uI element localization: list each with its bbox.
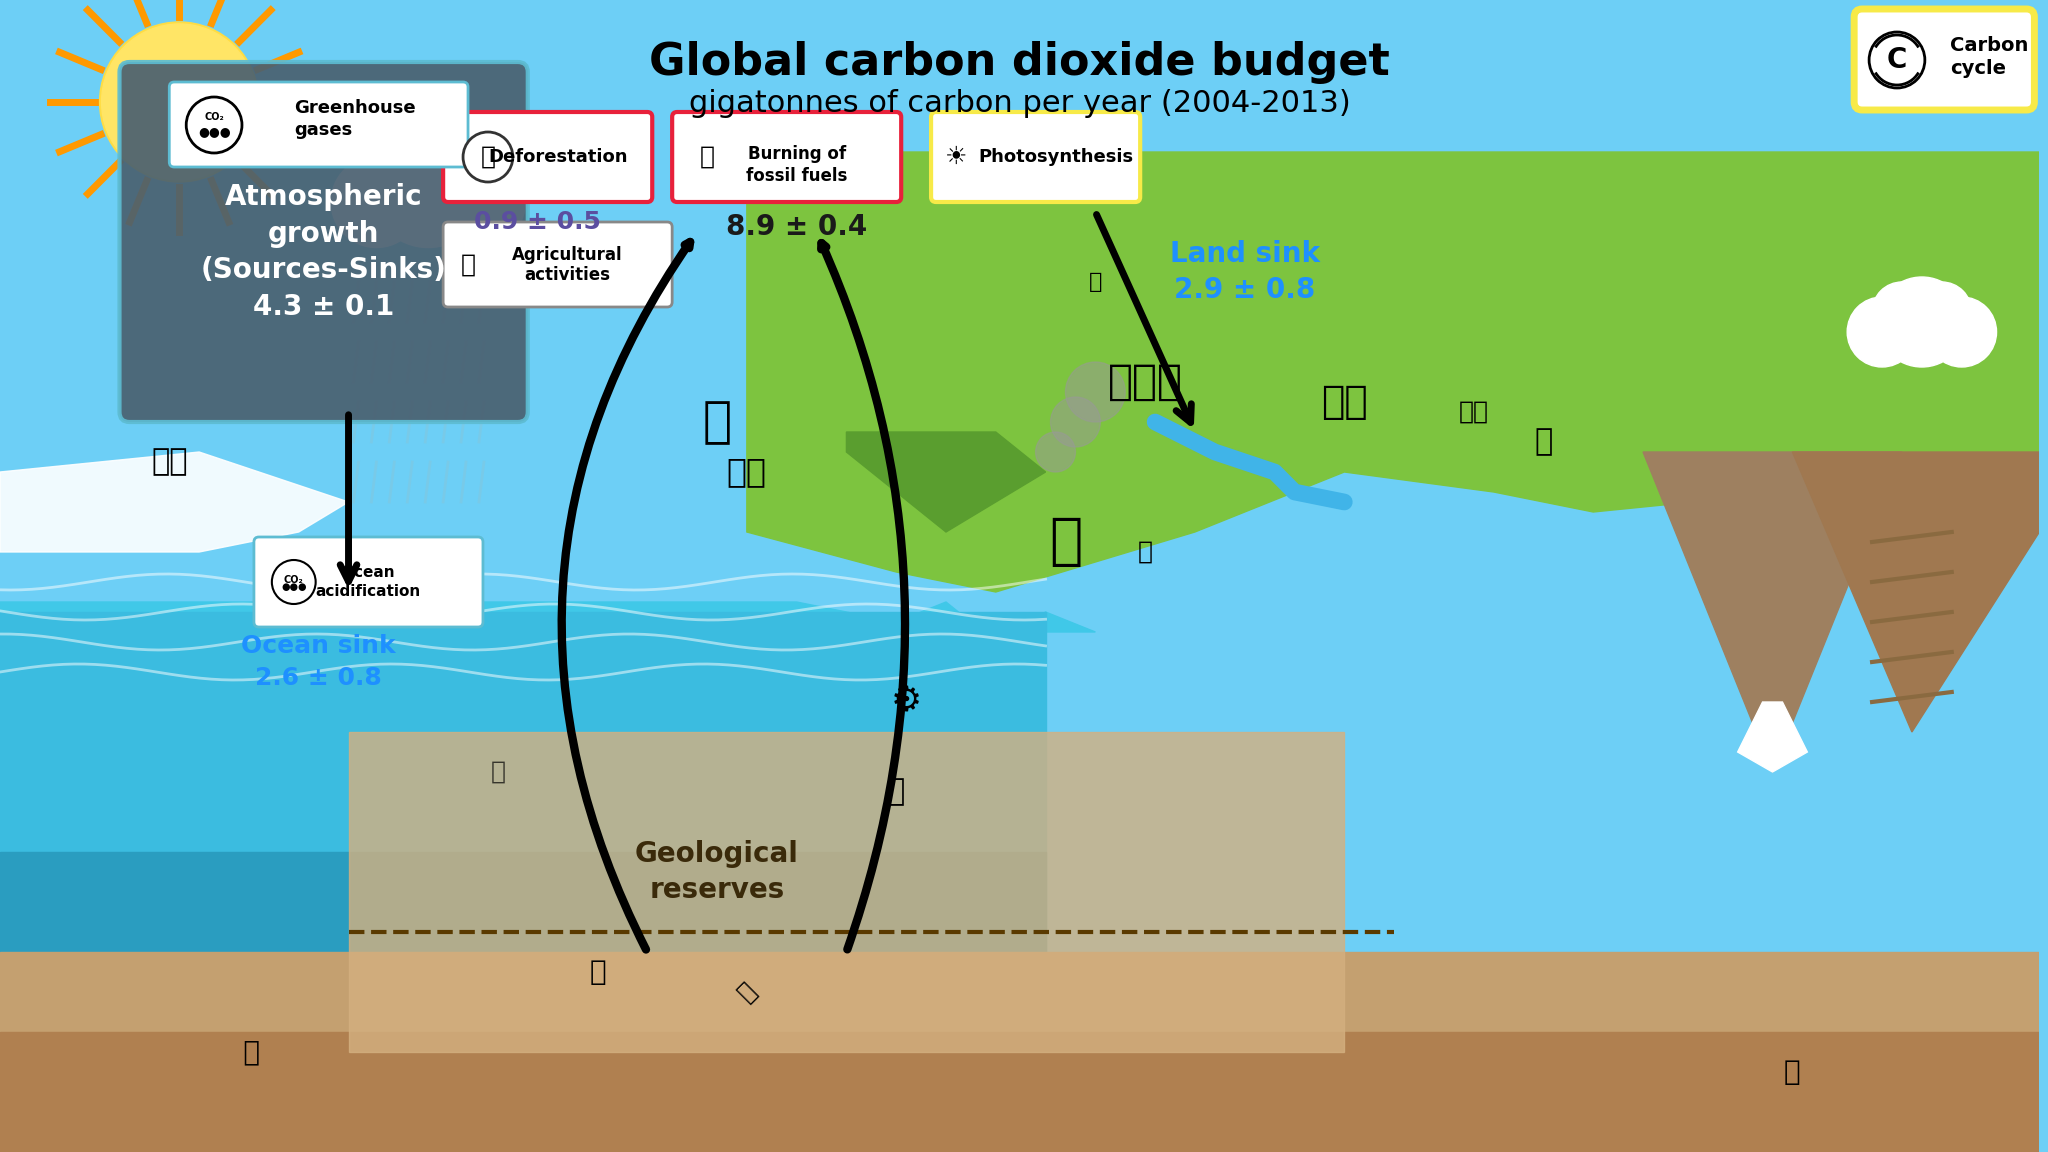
FancyBboxPatch shape — [170, 82, 469, 167]
Text: 🌳🌳: 🌳🌳 — [1321, 382, 1368, 420]
FancyBboxPatch shape — [442, 222, 672, 306]
Circle shape — [1913, 282, 1972, 342]
Text: 💨: 💨 — [240, 1038, 258, 1066]
Polygon shape — [1737, 702, 1806, 772]
Text: 🐟: 🐟 — [489, 760, 506, 785]
Circle shape — [371, 130, 487, 248]
Text: Global carbon dioxide budget: Global carbon dioxide budget — [649, 40, 1391, 83]
Circle shape — [1847, 297, 1917, 367]
Text: 🦴: 🦴 — [733, 978, 760, 1006]
Circle shape — [362, 137, 440, 215]
Text: 🏭: 🏭 — [1049, 515, 1081, 569]
Text: Burning of
fossil fuels: Burning of fossil fuels — [745, 145, 848, 185]
Text: 🛢️: 🛢️ — [887, 778, 905, 806]
Text: Ocean sink
2.6 ± 0.8: Ocean sink 2.6 ± 0.8 — [242, 635, 395, 690]
Text: Agricultural
activities: Agricultural activities — [512, 245, 623, 285]
Text: Deforestation: Deforestation — [487, 147, 627, 166]
Text: 🐄🐄: 🐄🐄 — [727, 455, 766, 488]
Circle shape — [1065, 362, 1124, 422]
Polygon shape — [846, 432, 1047, 532]
Circle shape — [1036, 432, 1075, 472]
Bar — [348, 732, 1343, 1052]
Text: 8.9 ± 0.4: 8.9 ± 0.4 — [725, 213, 866, 241]
FancyBboxPatch shape — [672, 112, 901, 202]
FancyBboxPatch shape — [442, 112, 651, 202]
Text: C: C — [1886, 46, 1907, 74]
Polygon shape — [0, 452, 348, 552]
Text: Greenhouse
gases: Greenhouse gases — [293, 99, 416, 139]
Text: ☀️: ☀️ — [944, 145, 967, 169]
Circle shape — [416, 137, 494, 215]
Text: ●●●: ●●● — [281, 582, 307, 592]
Bar — [0, 852, 1047, 1152]
Text: 🏠: 🏠 — [702, 397, 731, 446]
Circle shape — [1051, 397, 1100, 447]
Text: gigatonnes of carbon per year (2004-2013): gigatonnes of carbon per year (2004-2013… — [688, 90, 1350, 119]
Text: 🦴: 🦴 — [590, 958, 606, 986]
Circle shape — [1872, 282, 1931, 342]
FancyBboxPatch shape — [1853, 9, 2034, 109]
Text: Ocean
acidification: Ocean acidification — [315, 566, 422, 599]
Text: 🌲🌲🌲: 🌲🌲🌲 — [1108, 361, 1182, 403]
Polygon shape — [748, 152, 2040, 592]
Polygon shape — [1792, 452, 2040, 732]
Text: 🔥: 🔥 — [700, 145, 715, 169]
Circle shape — [332, 157, 422, 248]
Text: 🦌: 🦌 — [1534, 427, 1552, 456]
Circle shape — [272, 560, 315, 604]
Bar — [0, 612, 1047, 1152]
Text: 🐦: 🐦 — [1090, 272, 1102, 291]
Text: 🐑🐑: 🐑🐑 — [1458, 400, 1489, 424]
FancyBboxPatch shape — [254, 537, 483, 627]
Text: 🚗: 🚗 — [1137, 540, 1153, 564]
Text: Photosynthesis: Photosynthesis — [979, 147, 1133, 166]
Text: ⚙️: ⚙️ — [891, 685, 922, 719]
Circle shape — [186, 97, 242, 153]
Text: 🐄: 🐄 — [461, 253, 475, 276]
Text: Atmospheric
growth
(Sources-Sinks)
4.3 ± 0.1: Atmospheric growth (Sources-Sinks) 4.3 ±… — [201, 183, 446, 321]
Text: Carbon
cycle: Carbon cycle — [1950, 36, 2028, 78]
Circle shape — [1878, 276, 1966, 367]
FancyBboxPatch shape — [932, 112, 1141, 202]
Bar — [0, 952, 2040, 1152]
Text: CO₂: CO₂ — [285, 575, 303, 585]
Circle shape — [1927, 297, 1997, 367]
Text: CO₂: CO₂ — [205, 112, 223, 122]
Polygon shape — [1642, 452, 1903, 772]
Text: 🐧🐧: 🐧🐧 — [152, 447, 188, 477]
Text: 🍄: 🍄 — [1784, 1058, 1800, 1086]
Text: 0.9 ± 0.5: 0.9 ± 0.5 — [475, 210, 602, 234]
FancyBboxPatch shape — [119, 62, 528, 422]
Text: Land sink
2.9 ± 0.8: Land sink 2.9 ± 0.8 — [1169, 240, 1319, 304]
Circle shape — [102, 24, 256, 180]
Circle shape — [434, 157, 524, 248]
Text: 🌲: 🌲 — [481, 145, 496, 169]
Bar — [0, 1032, 2040, 1152]
Circle shape — [100, 22, 258, 182]
Circle shape — [463, 132, 512, 182]
Text: Geological
reserves: Geological reserves — [635, 840, 799, 904]
Polygon shape — [0, 602, 1096, 642]
Text: ●●●: ●●● — [199, 126, 231, 138]
Circle shape — [1870, 32, 1925, 88]
